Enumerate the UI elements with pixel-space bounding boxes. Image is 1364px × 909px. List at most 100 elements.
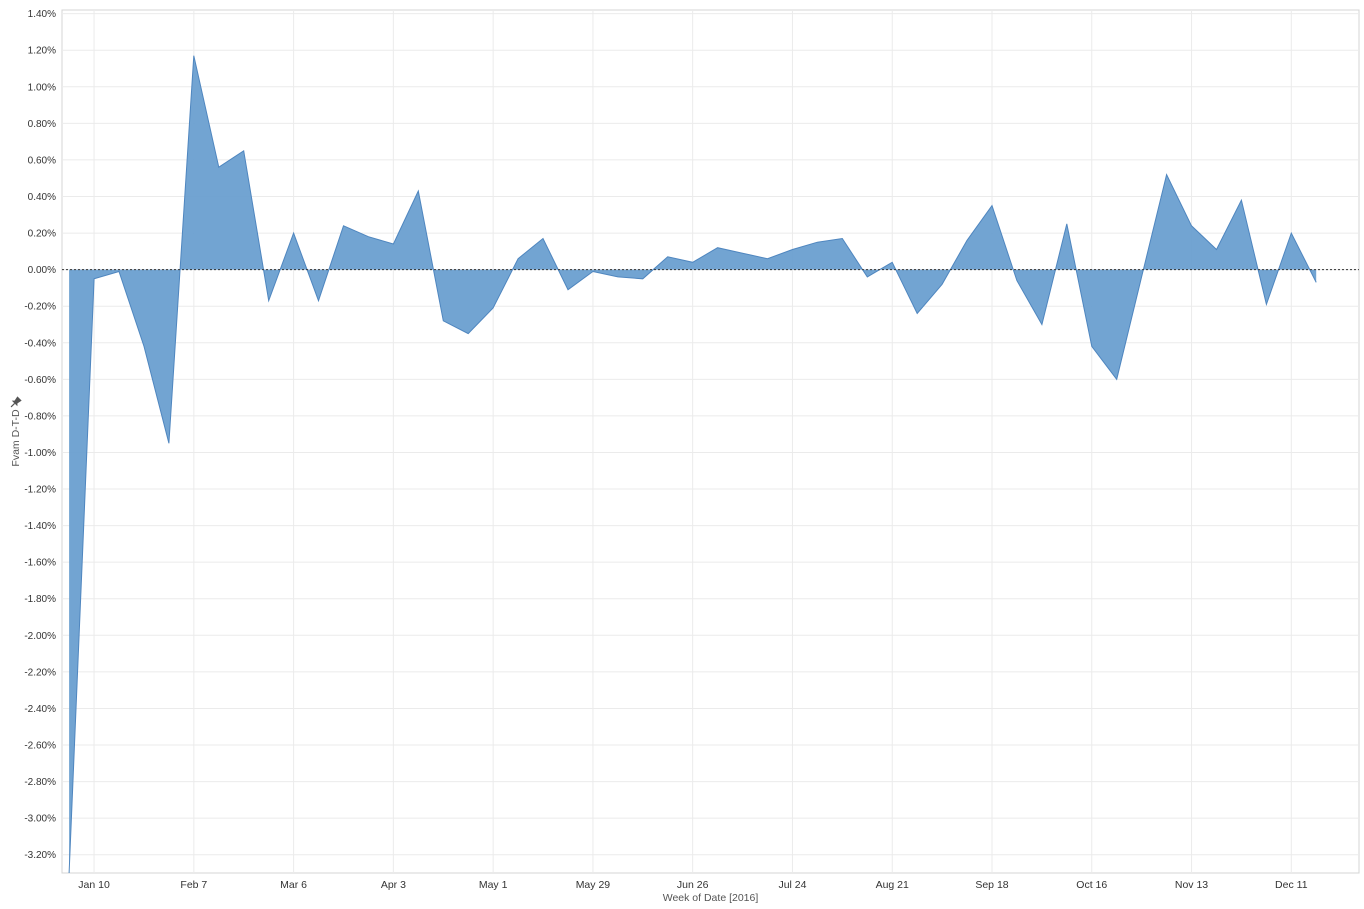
data-point[interactable]	[715, 245, 720, 250]
y-axis-tick-labels: 1.40% 1.20% 1.00% 0.80% 0.60% 0.40% 0.20% 0.00%…	[24, 9, 56, 861]
x-gridlines	[93, 10, 1292, 873]
y-tick-label: -1.20%	[24, 485, 56, 496]
data-point[interactable]	[466, 331, 471, 336]
x-tick-label: Aug 21	[876, 879, 909, 891]
data-point[interactable]	[1189, 223, 1194, 228]
data-point[interactable]	[815, 240, 820, 245]
data-point[interactable]	[1039, 322, 1044, 327]
plot-frame	[61, 9, 1360, 874]
y-tick-label: -2.20%	[24, 667, 56, 678]
data-point[interactable]	[67, 871, 72, 876]
data-point[interactable]	[266, 298, 271, 303]
y-axis-title: Fvam D-T-D	[10, 409, 22, 467]
data-point[interactable]	[92, 276, 97, 281]
data-point[interactable]	[1239, 198, 1244, 203]
data-point[interactable]	[765, 256, 770, 261]
data-point[interactable]	[865, 274, 870, 279]
area-fill-series-0	[69, 55, 1317, 873]
data-point[interactable]	[665, 254, 670, 259]
y-tick-label: 1.40%	[28, 9, 56, 20]
data-point[interactable]	[441, 318, 446, 323]
x-tick-label: May 1	[479, 879, 508, 891]
y-tick-label: -0.40%	[24, 338, 56, 349]
data-point[interactable]	[341, 223, 346, 228]
y-tick-label: -0.80%	[24, 411, 56, 422]
y-tick-label: -2.00%	[24, 631, 56, 642]
x-tick-label: Dec 11	[1275, 879, 1308, 891]
pin-needle	[10, 402, 16, 408]
data-point[interactable]	[391, 242, 396, 247]
data-point[interactable]	[1014, 278, 1019, 283]
y-tick-label: -2.40%	[24, 704, 56, 715]
data-point[interactable]	[491, 306, 496, 311]
data-point[interactable]	[740, 251, 745, 256]
data-point[interactable]	[316, 298, 321, 303]
area-line-series-0	[68, 55, 1317, 874]
data-point[interactable]	[1089, 344, 1094, 349]
y-tick-label: 0.40%	[28, 192, 56, 203]
data-point[interactable]	[516, 256, 521, 261]
x-tick-label: May 29	[576, 879, 611, 891]
pin-icon[interactable]	[8, 396, 22, 410]
data-point[interactable]	[840, 236, 845, 241]
data-point[interactable]	[1164, 172, 1169, 177]
y-tick-label: -0.60%	[24, 375, 56, 386]
y-tick-label: -1.00%	[24, 448, 56, 459]
x-tick-label: Mar 6	[280, 879, 307, 891]
y-tick-label: -2.60%	[24, 741, 56, 752]
y-tick-label: 0.80%	[28, 119, 56, 130]
y-tick-label: -3.20%	[24, 850, 56, 861]
y-tick-label: -3.00%	[24, 814, 56, 825]
x-tick-label: Feb 7	[180, 879, 207, 891]
y-tick-label: -1.40%	[24, 521, 56, 532]
x-tick-label: Oct 16	[1076, 879, 1107, 891]
x-tick-label: Nov 13	[1175, 879, 1208, 891]
data-point[interactable]	[1214, 247, 1219, 252]
x-axis-tick-labels: Jan 10 Feb 7 Mar 6 Apr 3 May 1 May 29 Jun 26 Ju…	[78, 879, 1307, 891]
data-point[interactable]	[1264, 302, 1269, 307]
data-point[interactable]	[291, 231, 296, 236]
y-tick-label: -1.80%	[24, 594, 56, 605]
data-point[interactable]	[216, 165, 221, 170]
x-tick-label: Jan 10	[78, 879, 110, 891]
data-point[interactable]	[566, 287, 571, 292]
data-point[interactable]	[1289, 231, 1294, 236]
data-point[interactable]	[166, 441, 171, 446]
data-point[interactable]	[915, 311, 920, 316]
data-point[interactable]	[142, 344, 147, 349]
data-point[interactable]	[790, 247, 795, 252]
pin-head	[11, 396, 22, 407]
y-tick-label: -0.20%	[24, 302, 56, 313]
data-point[interactable]	[1139, 274, 1144, 279]
data-point[interactable]	[416, 189, 421, 194]
y-tick-label: -2.80%	[24, 777, 56, 788]
y-tick-label: 0.00%	[28, 265, 56, 276]
data-point[interactable]	[1314, 280, 1319, 285]
axis-titles: Week of Date [2016] Fvam D-T-D	[8, 396, 759, 904]
x-tick-label: Sep 18	[975, 879, 1008, 891]
data-point[interactable]	[690, 260, 695, 265]
data-point[interactable]	[1064, 221, 1069, 226]
data-point[interactable]	[541, 236, 546, 241]
data-point[interactable]	[1114, 377, 1119, 382]
data-point[interactable]	[990, 203, 995, 208]
x-tick-label: Jun 26	[677, 879, 709, 891]
y-gridlines	[61, 9, 1360, 874]
y-tick-label: 0.60%	[28, 155, 56, 166]
data-point[interactable]	[890, 260, 895, 265]
data-point[interactable]	[241, 148, 246, 153]
y-tick-label: 1.20%	[28, 46, 56, 57]
x-axis-title: Week of Date [2016]	[663, 892, 759, 904]
data-point[interactable]	[940, 282, 945, 287]
x-tick-label: Jul 24	[778, 879, 806, 891]
data-point[interactable]	[640, 276, 645, 281]
data-point[interactable]	[965, 238, 970, 243]
data-point[interactable]	[366, 234, 371, 239]
data-point[interactable]	[615, 274, 620, 279]
x-tick-label: Apr 3	[381, 879, 406, 891]
data-point[interactable]	[191, 53, 196, 58]
y-tick-label: -1.60%	[24, 558, 56, 569]
y-tick-label: 0.20%	[28, 229, 56, 240]
